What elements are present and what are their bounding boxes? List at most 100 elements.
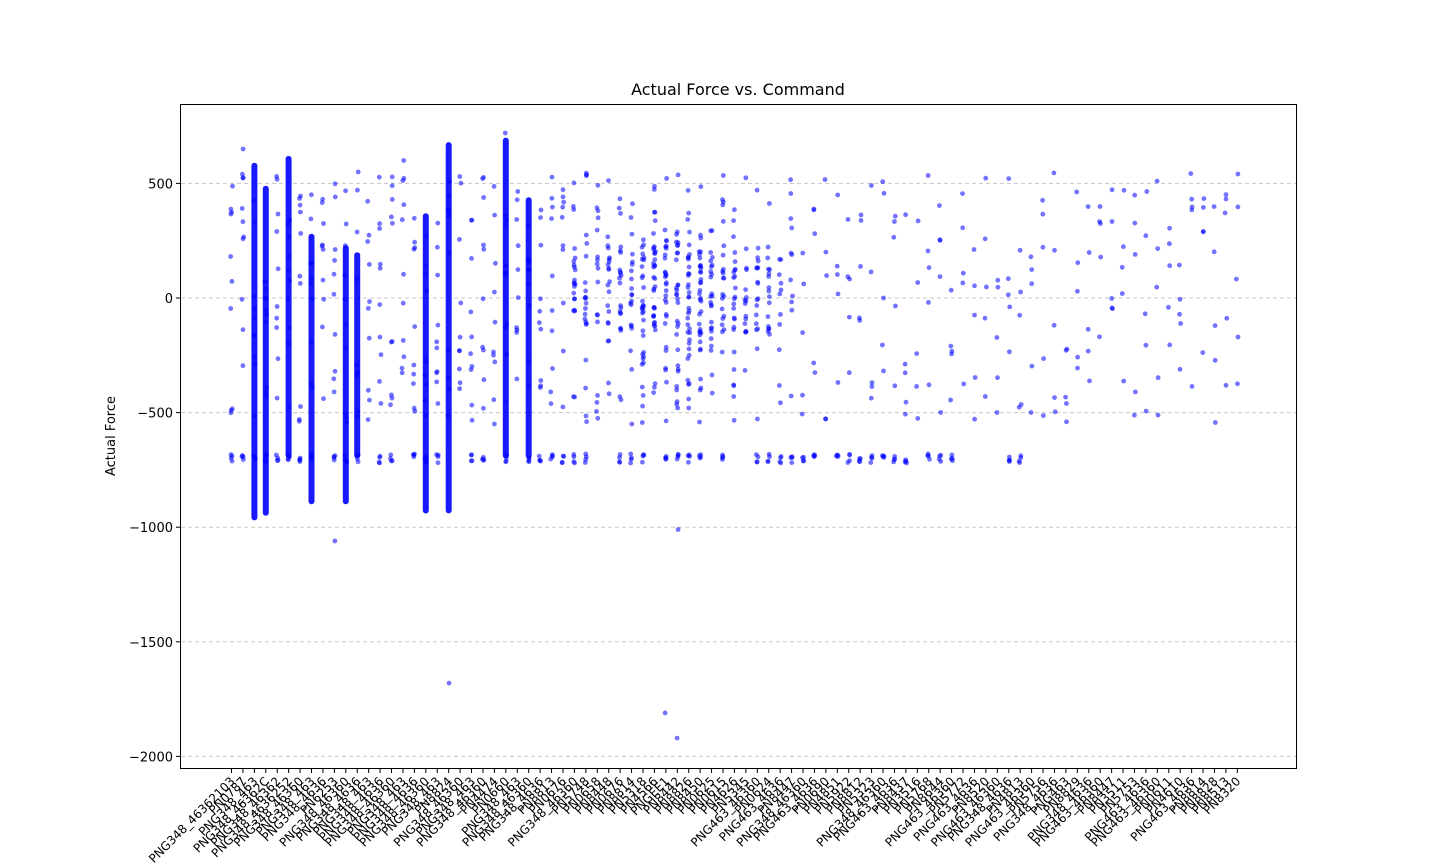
data-point: [538, 296, 543, 302]
data-point: [697, 264, 703, 269]
data-point: [423, 460, 429, 465]
data-point: [365, 239, 371, 244]
data-point: [629, 268, 634, 274]
data-point: [342, 296, 348, 302]
data-point: [365, 417, 371, 422]
data-point: [719, 322, 725, 328]
data-point: [903, 212, 908, 218]
data-point: [228, 206, 234, 212]
data-point-cluster: [251, 162, 258, 521]
data-point: [742, 321, 748, 326]
data-point: [458, 300, 464, 306]
data-point: [525, 282, 531, 287]
data-point: [549, 328, 555, 334]
data-point: [731, 367, 737, 372]
data-point: [594, 409, 599, 414]
data-point: [663, 280, 669, 286]
data-point: [1016, 404, 1022, 410]
data-point: [321, 296, 327, 302]
data-point: [663, 288, 669, 293]
data-point: [321, 396, 326, 402]
data-point: [812, 231, 818, 237]
data-point: [687, 229, 692, 235]
data-point: [617, 196, 623, 202]
data-point: [686, 396, 692, 402]
data-point: [698, 184, 704, 190]
data-point: [481, 405, 486, 411]
data-point: [481, 377, 487, 383]
data-point: [789, 299, 794, 305]
data-point: [767, 201, 772, 206]
data-point: [753, 312, 759, 318]
data-point: [239, 296, 245, 302]
data-point: [332, 332, 338, 337]
data-point: [514, 327, 520, 333]
data-point: [1040, 244, 1046, 250]
data-point: [1235, 381, 1240, 387]
data-point: [662, 297, 668, 303]
data-point: [343, 322, 349, 327]
data-point: [938, 459, 944, 464]
data-point: [881, 295, 886, 301]
data-point: [732, 274, 738, 279]
data-point: [605, 303, 611, 309]
data-point: [708, 274, 714, 280]
data-point: [264, 312, 269, 317]
data-point: [287, 454, 292, 460]
data-point: [720, 455, 725, 460]
data-point: [308, 340, 314, 346]
data-point-cluster: [262, 185, 269, 516]
data-point: [1051, 322, 1057, 328]
data-point: [606, 289, 612, 295]
data-point: [675, 347, 681, 353]
data-point: [561, 454, 567, 459]
data-point: [662, 255, 668, 261]
data-point: [262, 295, 268, 301]
data-point: [331, 271, 337, 277]
data-point: [343, 411, 349, 417]
data-point: [641, 452, 647, 458]
data-point: [742, 301, 748, 306]
data-point: [389, 392, 394, 398]
data-point: [628, 348, 633, 354]
data-point: [731, 382, 737, 388]
data-point: [686, 459, 691, 465]
data-point: [1051, 170, 1057, 176]
data-point: [263, 319, 269, 325]
data-point: [492, 289, 497, 295]
data-point: [469, 334, 474, 340]
data-point: [550, 454, 555, 460]
data-point: [262, 279, 268, 285]
data-point: [263, 286, 269, 292]
data-point: [571, 454, 577, 460]
data-point: [628, 451, 634, 457]
data-point: [549, 273, 555, 279]
data-point: [435, 401, 441, 406]
data-point: [618, 305, 624, 311]
y-axis: 500 0 −500 −1000 −1500 −2000: [129, 177, 181, 765]
data-point: [1052, 247, 1057, 253]
data-point: [651, 313, 657, 318]
data-point: [868, 460, 874, 465]
data-point: [274, 458, 280, 463]
data-point: [228, 306, 234, 311]
data-point: [800, 392, 805, 398]
data-point: [915, 218, 921, 224]
data-point: [674, 229, 680, 235]
data-point: [309, 456, 315, 461]
data-point: [273, 452, 279, 458]
data-point: [891, 234, 897, 240]
data-point: [252, 362, 258, 367]
data-point: [1212, 357, 1218, 363]
data-point: [822, 177, 828, 182]
data-point: [275, 211, 281, 217]
data-point: [377, 265, 383, 271]
data-point: [847, 452, 852, 458]
data-point: [984, 284, 989, 290]
data-point: [1222, 210, 1228, 216]
data-point: [411, 215, 417, 221]
data-point: [641, 350, 647, 355]
data-point: [651, 245, 657, 251]
data-point: [274, 229, 280, 234]
data-point: [618, 310, 624, 316]
